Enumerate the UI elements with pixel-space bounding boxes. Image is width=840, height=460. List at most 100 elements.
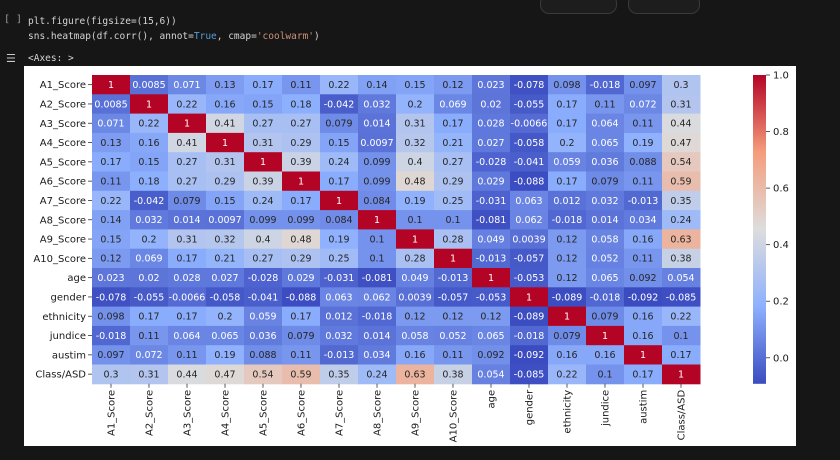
cell-annotation: 0.062 [515,215,542,226]
heatmap-cell [206,287,245,308]
cell-annotation: 0.063 [515,196,542,207]
cell-annotation: 0.17 [176,254,197,265]
cell-annotation: 0.14 [100,215,121,226]
cell-annotation: 0.097 [629,80,656,91]
heatmap-cell [434,268,473,288]
cell-annotation: 0.17 [290,312,311,323]
cell-annotation: 0.25 [328,254,349,265]
heatmap-cell [548,190,587,211]
heatmap-cell [510,268,549,288]
cell-annotation: 0.072 [629,99,656,110]
cell-annotation: 0.084 [325,215,352,226]
cell-annotation: 0.29 [290,254,311,265]
heatmap-cell [130,325,169,346]
cell-annotation: 0.11 [632,119,653,130]
heatmap-cell [396,345,435,365]
heatmap-cell [358,210,397,230]
cell-annotation: 0.17 [670,350,691,361]
cell-annotation: -0.0066 [511,119,548,130]
cell-annotation: 0.19 [404,196,425,207]
cell-annotation: -0.018 [590,292,621,303]
heatmap-cell [168,306,207,327]
heatmap-cell [358,306,397,327]
cell-annotation: 0.17 [290,196,311,207]
heatmap-cell [510,152,549,172]
cell-annotation: 0.17 [442,119,463,130]
cell-annotation: -0.092 [514,350,545,361]
cell-annotation: 0.12 [404,312,425,323]
heatmap-cell [282,345,321,365]
heatmap-cell [624,268,663,288]
x-tick-label-gender: gender [525,389,536,425]
heatmap-cell [396,113,435,134]
cell-annotation: 1 [184,119,190,130]
cell-annotation: -0.018 [590,80,621,91]
heatmap-cell [624,287,663,308]
heatmap-cell [510,190,549,211]
cell-annotation: 0.065 [591,273,618,284]
output-toggle-icon[interactable]: ☰ [6,52,16,65]
heatmap-cell [396,132,435,153]
heatmap-cell [168,364,207,385]
cell-annotation: -0.028 [476,157,507,168]
cell-annotation: -0.018 [362,312,393,323]
heatmap-cell [396,152,435,172]
heatmap-cell [168,75,207,95]
cell-annotation: 0.11 [290,350,311,361]
cell-annotation: 0.2 [141,234,156,245]
y-tick-label-a3-score: A3_Score [40,119,86,130]
heatmap-cell [206,364,245,385]
heatmap-cell [168,190,207,211]
cell-annotation: 0.16 [404,350,425,361]
heatmap-cell [586,75,625,95]
heatmap-cell [662,345,701,365]
cell-annotation: 0.084 [363,196,390,207]
y-tick-label-a5-score: A5_Score [40,157,86,168]
heatmap-cell [396,75,435,95]
cell-annotation: 0.099 [249,215,276,226]
cell-annotation: 0.029 [477,176,504,187]
cell-annotation: 0.0085 [132,80,165,91]
cell-annotation: 1 [108,80,114,91]
toolbar-button[interactable] [540,0,617,14]
heatmap-cell [358,152,397,172]
cell-annotation: 0.058 [401,331,428,342]
cell-annotation: 0.029 [287,273,314,284]
cell-annotation: 0.22 [176,99,197,110]
heatmap-cell [244,75,283,95]
cell-annotation: 0.065 [477,331,504,342]
heatmap-cell [472,210,511,230]
heatmap-cell [434,306,473,327]
code-editor[interactable]: plt.figure(figsize=(15,6)) sns.heatmap(d… [28,14,320,44]
toolbar-button[interactable] [628,0,700,14]
run-cell-button[interactable]: [ ] [4,14,23,25]
heatmap-cell [358,75,397,95]
cell-annotation: 0.098 [97,312,124,323]
heatmap-cell [662,190,701,211]
cell-annotation: 0.22 [670,312,691,323]
heatmap-cell [662,210,701,230]
heatmap-cell [282,364,321,385]
heatmap-cell [206,345,245,365]
heatmap-cell [624,306,663,327]
cell-annotation: 0.079 [591,176,618,187]
heatmap-cell [624,345,663,365]
heatmap-cell [662,75,701,95]
cell-annotation: 0.1 [445,215,460,226]
cell-annotation: 0.17 [100,157,121,168]
cell-annotation: -0.081 [476,215,507,226]
cell-annotation: 0.48 [290,234,311,245]
cell-annotation: 0.023 [477,80,504,91]
cell-annotation: -0.088 [514,176,545,187]
cell-annotation: -0.057 [438,292,469,303]
x-tick-label-a7-score: A7_Score [335,390,346,436]
heatmap-cell [662,94,701,115]
heatmap-cell [434,94,473,115]
heatmap-cell [662,325,701,346]
cell-annotation: -0.053 [514,273,545,284]
heatmap-cell [396,229,435,250]
x-tick-label-a6-score: A6_Score [297,390,308,436]
cell-annotation: 0.097 [97,350,124,361]
heatmap-cell [548,364,587,385]
heatmap-cell [282,248,321,269]
